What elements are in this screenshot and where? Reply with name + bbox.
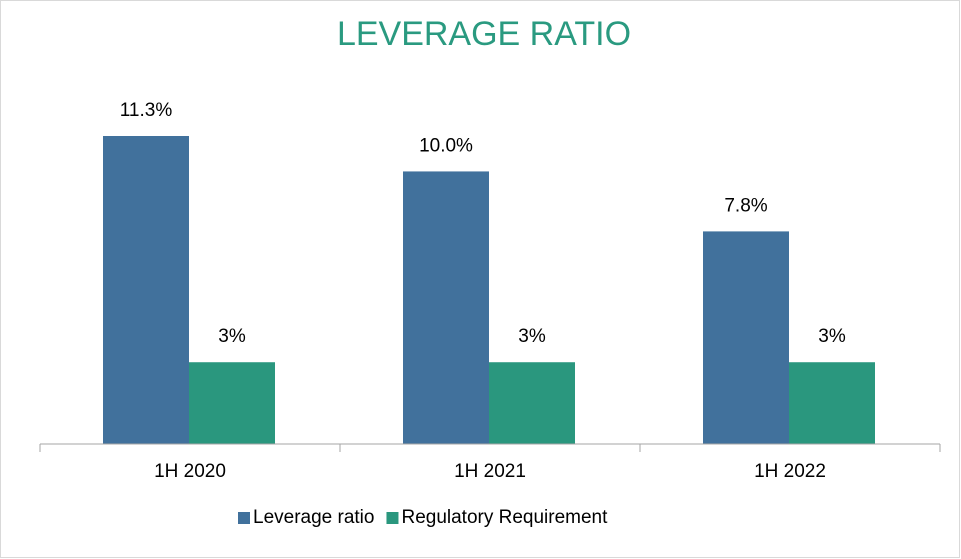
bar — [103, 136, 189, 444]
chart-title: LEVERAGE RATIO — [337, 15, 631, 53]
bar — [189, 362, 275, 444]
legend-swatch — [386, 512, 399, 524]
bar — [703, 231, 789, 444]
data-label: 3% — [218, 326, 246, 347]
data-label: 3% — [818, 326, 846, 347]
data-label: 11.3% — [120, 100, 173, 121]
data-label: 10.0% — [419, 135, 473, 156]
x-tick-label: 1H 2021 — [454, 461, 526, 482]
bar — [489, 362, 575, 444]
bar — [789, 362, 875, 444]
data-label: 3% — [518, 326, 546, 347]
data-label: 7.8% — [724, 195, 767, 216]
x-tick-label: 1H 2022 — [754, 461, 826, 482]
legend-swatch — [238, 512, 250, 524]
x-tick-label: 1H 2020 — [154, 461, 226, 482]
legend-label: Regulatory Requirement — [401, 507, 608, 528]
legend-label: Leverage ratio — [253, 507, 374, 528]
bar — [403, 171, 489, 444]
